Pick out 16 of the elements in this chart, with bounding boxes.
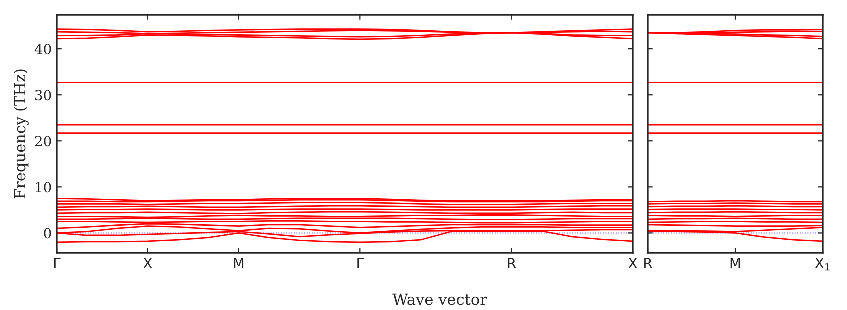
x-tick-label: Γ xyxy=(358,258,364,268)
x-tick-label: X$_{1}$ xyxy=(815,258,830,271)
x-tick-label: M xyxy=(730,258,740,268)
y-axis-title: Frequency (THz) xyxy=(14,70,29,199)
x-tick-label: Γ xyxy=(54,258,61,268)
y-tick-label: 20 xyxy=(35,136,52,147)
x-axis-title: Wave vector xyxy=(392,294,488,306)
x-tick-label: X xyxy=(628,258,638,268)
y-tick-label: 10 xyxy=(36,182,52,193)
x-tick-label: R xyxy=(508,258,516,268)
y-tick-label: 0 xyxy=(44,228,52,239)
y-tick-label: 40 xyxy=(34,44,52,55)
y-tick-label: 30 xyxy=(36,90,52,101)
x-tick-label: X xyxy=(144,258,152,268)
x-tick-label: R xyxy=(644,258,652,268)
x-tick-label: M xyxy=(234,258,244,268)
